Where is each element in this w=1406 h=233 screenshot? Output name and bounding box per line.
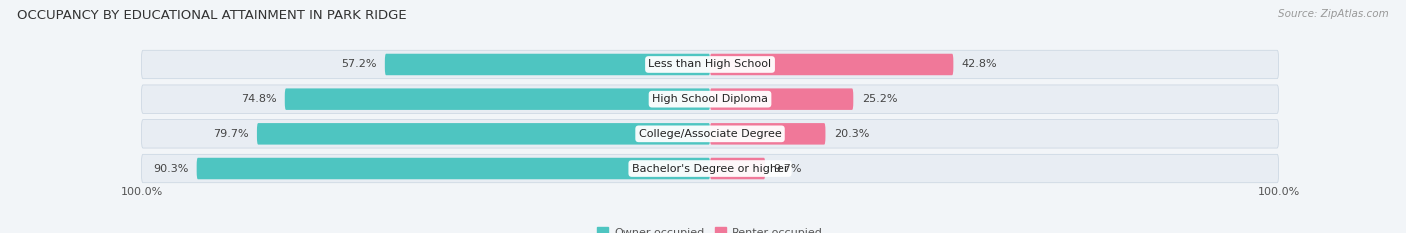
Text: College/Associate Degree: College/Associate Degree bbox=[638, 129, 782, 139]
FancyBboxPatch shape bbox=[710, 123, 825, 145]
FancyBboxPatch shape bbox=[385, 54, 710, 75]
Text: Source: ZipAtlas.com: Source: ZipAtlas.com bbox=[1278, 9, 1389, 19]
FancyBboxPatch shape bbox=[197, 158, 710, 179]
Text: 20.3%: 20.3% bbox=[834, 129, 869, 139]
FancyBboxPatch shape bbox=[142, 154, 1278, 183]
Text: 79.7%: 79.7% bbox=[212, 129, 249, 139]
Text: 90.3%: 90.3% bbox=[153, 164, 188, 174]
FancyBboxPatch shape bbox=[257, 123, 710, 145]
Text: OCCUPANCY BY EDUCATIONAL ATTAINMENT IN PARK RIDGE: OCCUPANCY BY EDUCATIONAL ATTAINMENT IN P… bbox=[17, 9, 406, 22]
FancyBboxPatch shape bbox=[285, 88, 710, 110]
Text: High School Diploma: High School Diploma bbox=[652, 94, 768, 104]
Text: 9.7%: 9.7% bbox=[773, 164, 803, 174]
FancyBboxPatch shape bbox=[142, 85, 1278, 113]
Legend: Owner-occupied, Renter-occupied: Owner-occupied, Renter-occupied bbox=[593, 223, 827, 233]
Text: 42.8%: 42.8% bbox=[962, 59, 997, 69]
FancyBboxPatch shape bbox=[710, 158, 765, 179]
Text: Less than High School: Less than High School bbox=[648, 59, 772, 69]
FancyBboxPatch shape bbox=[142, 50, 1278, 79]
FancyBboxPatch shape bbox=[142, 120, 1278, 148]
Text: 25.2%: 25.2% bbox=[862, 94, 897, 104]
Text: 57.2%: 57.2% bbox=[340, 59, 377, 69]
Text: 74.8%: 74.8% bbox=[240, 94, 276, 104]
Text: Bachelor's Degree or higher: Bachelor's Degree or higher bbox=[631, 164, 789, 174]
Text: 100.0%: 100.0% bbox=[1257, 187, 1299, 197]
Text: 100.0%: 100.0% bbox=[121, 187, 163, 197]
FancyBboxPatch shape bbox=[710, 54, 953, 75]
FancyBboxPatch shape bbox=[710, 88, 853, 110]
